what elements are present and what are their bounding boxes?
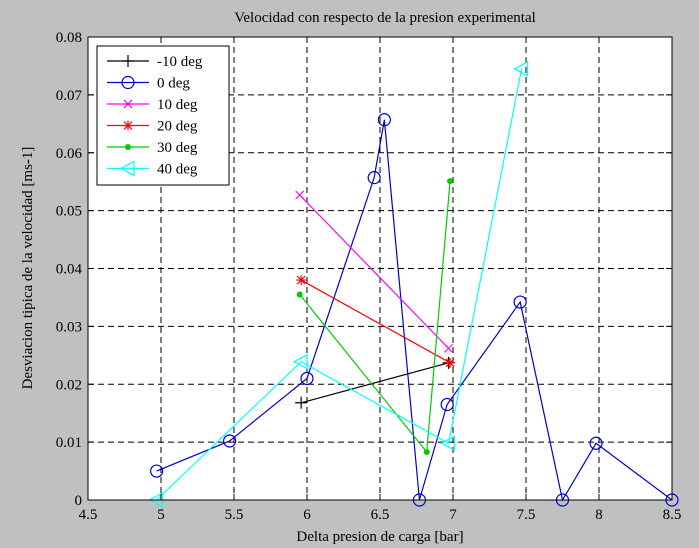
legend-swatch-marker xyxy=(123,120,133,131)
x-tick-label: 7 xyxy=(449,507,457,523)
y-tick-label: 0.02 xyxy=(56,377,82,393)
legend-label: 0 deg xyxy=(157,76,190,92)
legend-box xyxy=(96,45,230,186)
data-point xyxy=(445,357,456,368)
grid xyxy=(88,37,672,500)
data-point xyxy=(513,60,529,77)
legend-swatch-marker xyxy=(122,55,134,67)
legend-swatch-marker xyxy=(125,144,131,150)
series-6 xyxy=(148,60,529,509)
x-tick-label: 6.5 xyxy=(371,507,390,523)
y-tick-label: 0 xyxy=(75,493,83,509)
ticks: 4.5 5 5.5 6 6.5 7 7.5 8 8.5 0 0.01 0.02 0.03 0.04 0.05… xyxy=(56,30,682,523)
series-line xyxy=(156,68,523,501)
series-4 xyxy=(296,275,456,368)
series-layer xyxy=(148,60,679,509)
y-tick-label: 0.08 xyxy=(56,30,82,46)
data-point xyxy=(223,434,237,448)
x-tick-label: 8 xyxy=(595,507,603,523)
chart-title: Velocidad con respecto de la presion exp… xyxy=(234,10,536,26)
data-point xyxy=(589,436,603,450)
y-tick-label: 0.05 xyxy=(56,204,82,220)
data-point xyxy=(150,464,164,478)
data-point xyxy=(423,448,430,455)
legend-label: 30 deg xyxy=(157,140,198,156)
x-tick-label: 7.5 xyxy=(517,507,536,523)
x-tick-label: 4.5 xyxy=(79,507,98,523)
legend-item: -10 deg xyxy=(107,54,203,70)
data-point xyxy=(292,353,308,370)
data-point xyxy=(447,178,454,185)
data-point xyxy=(295,190,305,200)
legend-label: 10 deg xyxy=(157,97,198,113)
data-point xyxy=(300,371,314,386)
data-point xyxy=(444,343,454,353)
x-tick-label: 5.5 xyxy=(225,507,244,523)
data-point xyxy=(296,291,303,298)
series-line xyxy=(300,279,451,364)
legend-item: 40 deg xyxy=(107,160,198,178)
series-line xyxy=(299,194,450,349)
x-tick-label: 6 xyxy=(303,507,311,523)
series-line xyxy=(301,362,449,404)
series-3 xyxy=(295,190,454,353)
y-tick-label: 0.07 xyxy=(56,88,83,104)
y-tick-label: 0.04 xyxy=(56,262,83,278)
legend-swatch-marker xyxy=(123,99,133,109)
y-tick-label: 0.03 xyxy=(56,319,82,335)
legend-label: 20 deg xyxy=(157,119,198,135)
legend-item: 0 deg xyxy=(107,76,190,92)
y-tick-label: 0.01 xyxy=(56,435,82,451)
data-point xyxy=(440,435,456,452)
x-tick-label: 5 xyxy=(157,507,165,523)
legend-item: 20 deg xyxy=(107,119,198,135)
legend-label: -10 deg xyxy=(157,54,203,70)
legend-swatch-marker xyxy=(119,160,135,177)
data-point xyxy=(377,113,391,127)
data-point xyxy=(440,397,454,412)
series-5 xyxy=(296,178,454,455)
y-axis-title: Desviacion tipica de la velocidad [ms-1] xyxy=(20,147,36,390)
legend-item: 30 deg xyxy=(107,140,198,156)
legend-swatch-marker xyxy=(121,75,135,90)
legend-item: 10 deg xyxy=(107,97,198,113)
x-tick-label: 8.5 xyxy=(663,507,682,523)
legend: -10 deg 0 deg 10 deg 20 deg 30 deg 40 deg xyxy=(96,45,230,186)
y-tick-label: 0.06 xyxy=(56,146,83,162)
data-point xyxy=(296,275,307,286)
data-point xyxy=(295,396,308,409)
legend-label: 40 deg xyxy=(157,162,198,178)
x-axis-title: Delta presion de carga [bar] xyxy=(296,529,463,545)
data-point xyxy=(367,171,381,185)
data-point xyxy=(513,295,527,309)
